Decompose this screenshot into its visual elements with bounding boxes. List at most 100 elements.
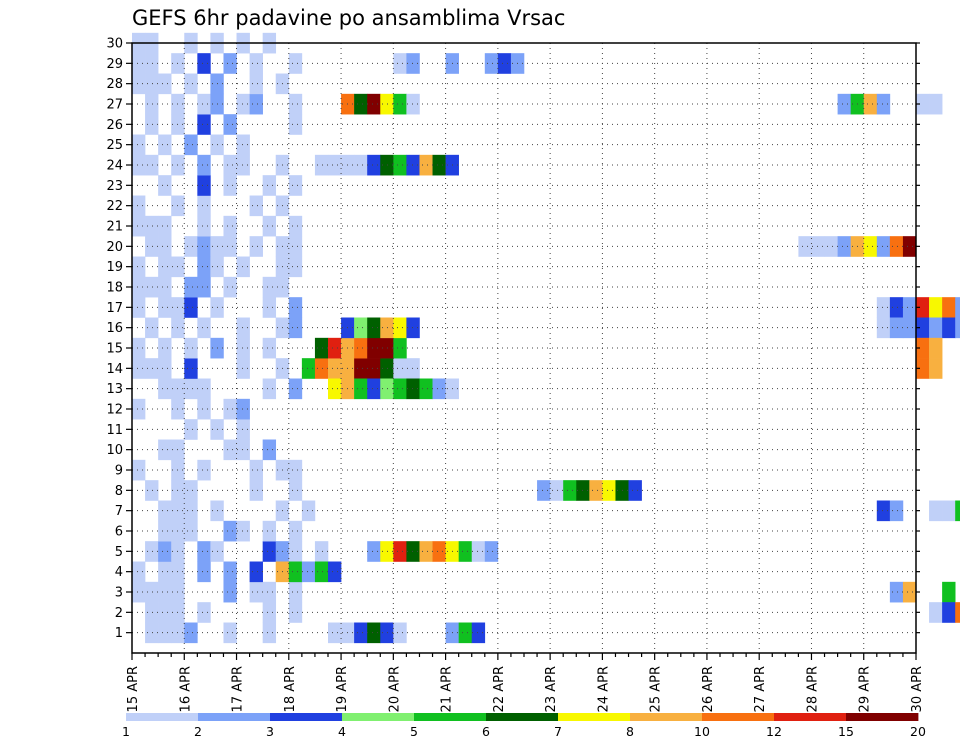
heatmap-cell xyxy=(367,622,381,644)
y-tick-label: 26 xyxy=(106,118,123,133)
legend-label: 8 xyxy=(626,724,634,739)
heatmap-cell xyxy=(145,581,159,603)
heatmap-cell xyxy=(419,541,433,562)
legend-swatch xyxy=(774,713,847,721)
heatmap-cell xyxy=(197,215,211,237)
heatmap-cell xyxy=(929,500,943,522)
heatmap-cell xyxy=(249,561,263,583)
heatmap-cell xyxy=(262,378,277,400)
heatmap-cell xyxy=(314,358,329,379)
heatmap-cell xyxy=(824,236,838,257)
heatmap-cell xyxy=(942,602,956,623)
heatmap-cell xyxy=(184,622,198,644)
heatmap-cell xyxy=(158,561,172,583)
heatmap-cell xyxy=(223,175,237,196)
heatmap-cell xyxy=(929,602,943,623)
heatmap-cell xyxy=(380,93,394,115)
legend-swatch xyxy=(558,713,631,721)
heatmap-cell xyxy=(236,256,250,278)
heatmap-cell xyxy=(942,317,956,339)
heatmap-cell xyxy=(288,602,303,623)
heatmap-cell xyxy=(223,276,237,298)
legend-label: 3 xyxy=(266,724,274,739)
heatmap-cell xyxy=(419,378,433,400)
heatmap-cell xyxy=(497,53,512,74)
heatmap-cell xyxy=(889,317,904,339)
heatmap-cell xyxy=(367,93,381,115)
y-tick-label: 21 xyxy=(106,220,123,235)
heatmap-cell xyxy=(393,378,407,400)
heatmap-cell xyxy=(236,337,250,359)
heatmap-cell xyxy=(145,602,159,623)
y-tick-label: 17 xyxy=(106,301,123,316)
y-tick-label: 5 xyxy=(115,545,123,560)
heatmap-cell xyxy=(158,134,172,156)
heatmap-cell xyxy=(537,480,551,501)
heatmap-cell xyxy=(458,622,473,644)
heatmap-cell xyxy=(367,337,381,359)
heatmap-cell xyxy=(132,358,146,379)
heatmap-cell xyxy=(889,581,904,603)
heatmap-cell xyxy=(314,561,329,583)
heatmap-cell xyxy=(288,236,303,257)
y-tick-label: 11 xyxy=(106,423,123,438)
heatmap-cell xyxy=(132,297,146,318)
heatmap-cell xyxy=(197,154,211,176)
heatmap-cell xyxy=(132,154,146,176)
heatmap-cell xyxy=(367,154,381,176)
heatmap-cell xyxy=(288,114,303,135)
x-tick-label: 22 APR xyxy=(492,666,507,712)
heatmap-cell xyxy=(158,358,172,379)
heatmap-cell xyxy=(889,236,904,257)
y-tick-label: 16 xyxy=(106,321,123,336)
heatmap-cell xyxy=(419,154,433,176)
y-tick-label: 3 xyxy=(115,586,123,601)
heatmap-cell xyxy=(902,297,917,318)
heatmap-cell xyxy=(145,541,159,562)
heatmap-cell xyxy=(145,480,159,501)
heatmap-cell xyxy=(197,459,211,481)
heatmap-cell xyxy=(158,276,172,298)
heatmap-cell xyxy=(132,337,146,359)
heatmap-cell xyxy=(589,480,603,501)
heatmap-cell xyxy=(145,73,159,95)
x-tick-label: 26 APR xyxy=(701,666,716,712)
heatmap-cell xyxy=(288,215,303,237)
heatmap-cell xyxy=(328,358,342,379)
heatmap-cell xyxy=(145,317,159,339)
y-axis: 1234567891011121314151617181920212223242… xyxy=(106,37,920,641)
heatmap-cell xyxy=(184,134,198,156)
heatmap-cell xyxy=(876,93,891,115)
heatmap-cell xyxy=(811,236,825,257)
heatmap-cell xyxy=(158,297,172,318)
heatmap-cell xyxy=(328,337,342,359)
heatmap-cell xyxy=(249,480,263,501)
heatmap-cell xyxy=(145,93,159,115)
heatmap-cell xyxy=(916,317,930,339)
heatmap-cell xyxy=(158,602,172,623)
heatmap-cell xyxy=(889,500,904,522)
heatmap-cell xyxy=(223,154,237,176)
heatmap-cell xyxy=(889,297,904,318)
heatmap-cell xyxy=(367,541,381,562)
heatmap-cell xyxy=(145,53,159,74)
heatmap-cell xyxy=(223,53,237,74)
heatmap-cell xyxy=(184,480,198,501)
y-tick-label: 22 xyxy=(106,199,123,214)
y-tick-label: 23 xyxy=(106,179,123,194)
y-tick-label: 19 xyxy=(106,260,123,275)
y-tick-label: 14 xyxy=(106,362,123,377)
heatmap-cell xyxy=(132,215,146,237)
legend-swatch xyxy=(846,713,919,721)
heatmap-cell xyxy=(406,154,420,176)
heatmap-cell xyxy=(262,297,277,318)
heatmap-cell xyxy=(393,358,407,379)
heatmap-cell xyxy=(262,215,277,237)
heatmap-cell xyxy=(236,398,250,420)
heatmap-cell xyxy=(406,541,420,562)
heatmap-cell xyxy=(223,622,237,644)
heatmap-cell xyxy=(393,93,407,115)
heatmap-cell xyxy=(380,378,394,400)
heatmap-cell xyxy=(393,317,407,339)
heatmap-cell xyxy=(354,154,368,176)
